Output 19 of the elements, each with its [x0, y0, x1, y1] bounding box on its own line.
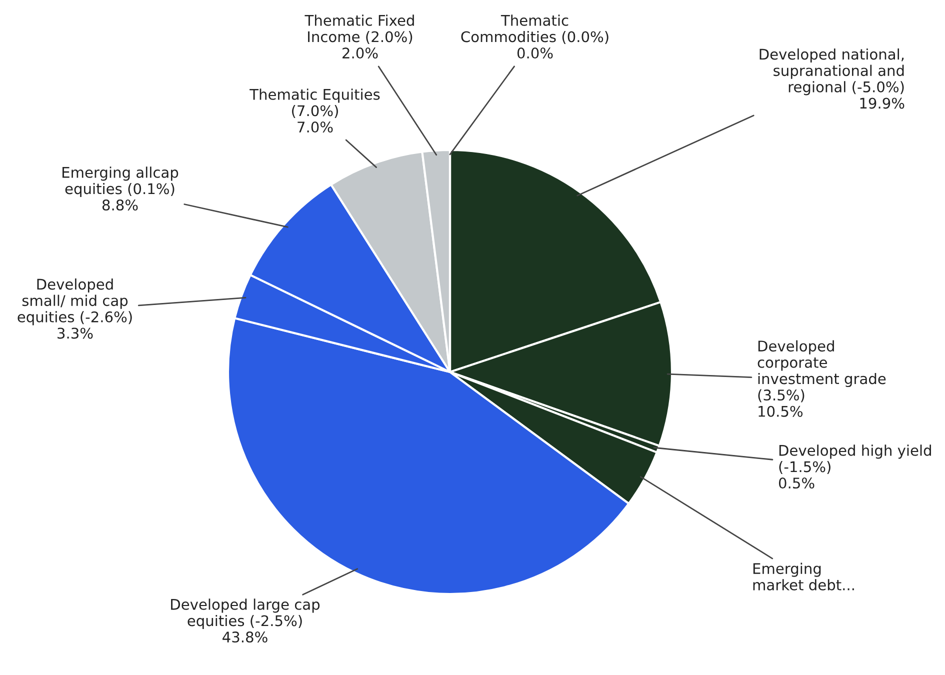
data-label: 7.0%: [298, 122, 333, 133]
slice-label: Emerging allcap equities (0.1%): [62, 166, 178, 198]
data-label: 2.0%: [342, 48, 378, 59]
category-label: Thematic Commodities (0.0%): [461, 14, 608, 44]
slice-label: Developed small/ mid cap equities (-2.6%): [18, 278, 132, 326]
slice-label: Developed high yield (-1.5%): [779, 444, 931, 474]
slice-label: Developed national, supranational and regional (-5.0%): [760, 48, 904, 96]
data-label: 0.5%: [778, 478, 814, 489]
data-label: 43.8%: [222, 632, 268, 643]
data-label: 8.8%: [102, 200, 138, 211]
slice-label: Thematic Fixed Income (2.0%): [304, 14, 414, 44]
text: 0.0%: [517, 48, 553, 59]
data-label: 3.3%: [58, 328, 93, 339]
slice-label: Emerging market debt...: [753, 562, 854, 590]
data-label: 19.9%: [860, 98, 904, 109]
slice-label: Developed corporate investment grade (3.5%): [758, 340, 886, 402]
slice-label: Developed large cap equities (-2.5%): [171, 598, 320, 630]
data-label: 10.5%: [758, 406, 803, 417]
slice-label: Thematic Equities (7.0%): [250, 88, 380, 118]
